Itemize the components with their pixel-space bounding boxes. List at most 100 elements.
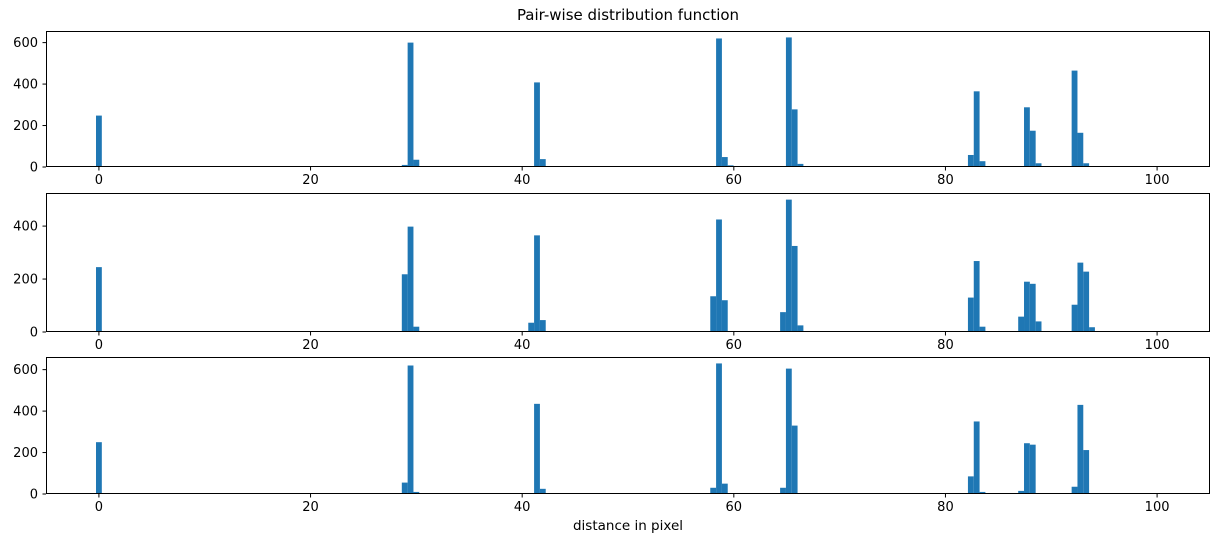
y-tick-label: 200 [13, 446, 38, 461]
y-tick-label: 200 [13, 119, 38, 134]
histogram-bar [1089, 327, 1095, 332]
histogram-bar [407, 42, 414, 167]
x-axis-label: distance in pixel [572, 518, 684, 534]
y-tick-label: 200 [13, 273, 38, 288]
histogram-bar [401, 482, 408, 494]
histogram-bar [539, 159, 546, 167]
histogram-bar [721, 157, 728, 167]
x-tick-label: 20 [302, 500, 319, 515]
histogram-bar [1071, 70, 1078, 167]
subplot-pairwise-distribution-middle: 0 20 40 60 80 100 0 200 400 [13, 193, 1210, 353]
histogram-bar [413, 326, 420, 332]
x-tick-label: 20 [302, 338, 319, 353]
histogram-bar [539, 488, 546, 494]
histogram-bar [534, 82, 540, 167]
x-tick-label: 100 [1145, 338, 1170, 353]
histogram-bar [1024, 443, 1030, 494]
histogram-bar [791, 109, 798, 167]
x-tick-label: 80 [937, 338, 954, 353]
y-tick-label: 600 [13, 363, 38, 378]
histogram-bar [534, 235, 540, 332]
axes-frame [46, 357, 1210, 494]
x-tick-label: 40 [514, 338, 531, 353]
histogram-bar [407, 226, 414, 332]
y-tick-label: 600 [13, 36, 38, 51]
histogram-bar [96, 115, 102, 167]
histogram-bar [710, 487, 717, 494]
histogram-bar [1077, 262, 1084, 332]
histogram-bar [967, 476, 974, 494]
histogram-bar [528, 322, 535, 332]
histogram-bar [973, 91, 980, 167]
histogram-bar [716, 38, 722, 168]
histogram-bar [407, 365, 414, 494]
histogram-bar [1071, 486, 1078, 494]
y-tick-label: 400 [13, 405, 38, 420]
histogram-bar [721, 483, 728, 494]
x-tick-label: 60 [726, 338, 743, 353]
x-tick-label: 80 [937, 173, 954, 188]
subplot-pairwise-distribution-bottom: 0 20 40 60 80 100 0 200 400 600 [13, 357, 1210, 515]
histogram-bar [797, 163, 804, 167]
histogram-bar [1035, 321, 1042, 332]
histogram-bar [721, 300, 728, 332]
histogram-bar [1083, 163, 1090, 167]
histogram-bar [1024, 107, 1030, 167]
histogram-bar [973, 421, 980, 494]
x-tick-label: 80 [937, 500, 954, 515]
histogram-bar [1083, 271, 1090, 332]
x-tick-label: 20 [302, 173, 319, 188]
histogram-bar [716, 363, 722, 494]
x-tick-label: 40 [514, 500, 531, 515]
histogram-bar [1024, 281, 1030, 332]
histogram-bar [401, 274, 408, 332]
chart-title: Pair-wise distribution function [516, 6, 740, 24]
histogram-bar [96, 267, 102, 332]
histogram-bar [534, 403, 540, 494]
histogram-bar [1035, 163, 1042, 167]
y-tick-label: 0 [30, 326, 38, 341]
axes-frame [46, 193, 1210, 332]
x-tick-label: 0 [95, 500, 103, 515]
histogram-bar [791, 245, 798, 332]
y-tick-label: 0 [30, 488, 38, 503]
histogram-bar [979, 161, 986, 167]
histogram-bar [1029, 283, 1036, 332]
x-tick-label: 60 [726, 500, 743, 515]
histogram-bar [1077, 132, 1084, 167]
histogram-bar [96, 442, 102, 494]
histogram-bar [973, 261, 980, 332]
histogram-bar [780, 312, 786, 332]
histogram-bar [979, 491, 986, 494]
x-tick-label: 0 [95, 173, 103, 188]
histogram-bar [413, 159, 420, 167]
x-tick-label: 100 [1145, 500, 1170, 515]
subplot-pairwise-distribution-top: 0 20 40 60 80 100 0 200 400 600 [13, 31, 1210, 188]
x-tick-label: 100 [1145, 173, 1170, 188]
x-tick-label: 40 [514, 173, 531, 188]
histogram-bar [797, 325, 804, 332]
histogram-bar [791, 425, 798, 494]
x-tick-label: 60 [726, 173, 743, 188]
histogram-bar [401, 164, 408, 167]
histogram-bar [1029, 130, 1036, 167]
histogram-bar [1071, 304, 1078, 332]
y-tick-label: 400 [13, 220, 38, 235]
histogram-bar [1083, 450, 1090, 494]
histogram-bar [539, 320, 546, 332]
histogram-bar [1077, 404, 1084, 494]
x-tick-label: 0 [95, 338, 103, 353]
histogram-bar [1018, 490, 1025, 494]
histogram-bar [785, 199, 792, 332]
histogram-bar [1018, 316, 1025, 332]
histogram-bar [710, 296, 717, 332]
axes-frame [46, 31, 1210, 167]
histogram-bar [1029, 444, 1036, 494]
histogram-bar [967, 154, 974, 167]
histogram-bar [413, 491, 420, 494]
y-tick-label: 400 [13, 78, 38, 93]
histogram-bar [785, 368, 792, 494]
histogram-bar [716, 219, 722, 332]
histogram-bar [785, 37, 792, 168]
